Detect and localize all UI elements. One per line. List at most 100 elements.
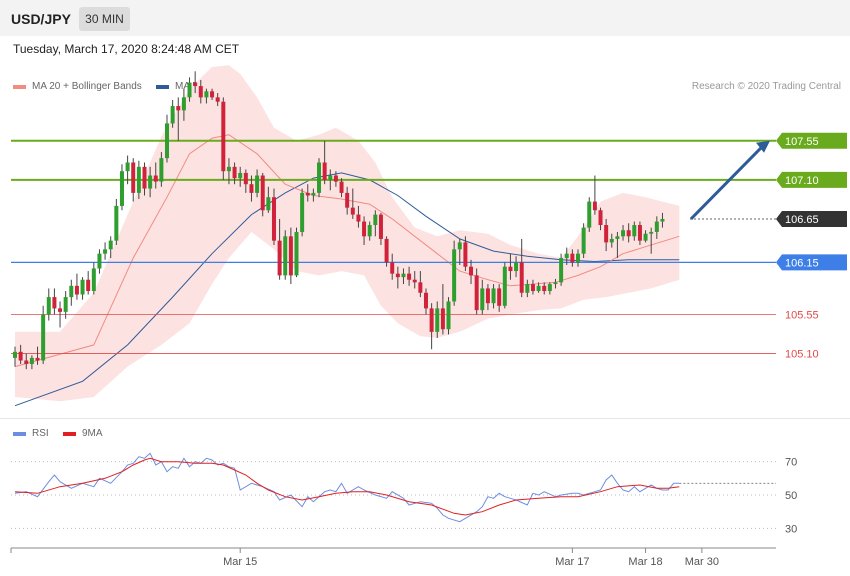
candle-body <box>294 231 299 276</box>
candle-body <box>148 175 153 189</box>
candle-body <box>418 282 423 293</box>
level-tag-resistance <box>776 132 847 149</box>
candle-body <box>317 162 322 193</box>
candle-body <box>165 123 170 159</box>
candle-body <box>457 242 462 250</box>
candle-body <box>502 266 507 306</box>
candle-body <box>384 238 389 263</box>
bollinger-band <box>15 65 680 402</box>
candle-body <box>604 225 609 243</box>
research-credit: Research © 2020 Trading Central <box>691 81 841 92</box>
symbol-title: USD/JPY <box>11 11 71 27</box>
x-tick-label: Mar 17 <box>555 556 589 568</box>
candle-body <box>345 192 350 208</box>
legend-9ma: 9MA <box>63 428 103 439</box>
level-label-current: 106.65 <box>785 214 819 226</box>
candle-body <box>52 297 57 309</box>
candle-body <box>238 172 243 179</box>
candle-body <box>41 314 46 361</box>
candle-body <box>463 242 468 267</box>
candle-body <box>283 236 288 276</box>
legend-swatch-rsi <box>13 431 26 436</box>
candle-body <box>142 166 147 189</box>
candle-body <box>581 227 586 254</box>
candle-body <box>288 236 293 276</box>
candle-body <box>570 253 575 263</box>
candle-body <box>232 166 237 179</box>
candle-body <box>491 288 496 304</box>
candle-body <box>86 279 91 292</box>
level-label-pivot: 106.15 <box>785 257 819 269</box>
candle-body <box>480 288 485 311</box>
level-tag-current <box>776 210 847 227</box>
candle-body <box>435 308 440 332</box>
candle-body <box>277 240 282 276</box>
candle-body <box>91 268 96 292</box>
candle-body <box>643 233 648 241</box>
timeframe-button[interactable]: 30 MIN <box>79 7 130 31</box>
candle-body <box>350 207 355 215</box>
candle-body <box>423 292 428 309</box>
candle-body <box>649 231 654 234</box>
chart-datetime: Tuesday, March 17, 2020 8:24:48 AM CET <box>13 42 240 56</box>
candle-body <box>333 175 338 182</box>
rsi-tick-label: 50 <box>785 490 797 502</box>
candle-body <box>530 284 535 292</box>
level-tag-pivot <box>776 254 847 271</box>
level-label-resistance: 107.55 <box>785 136 819 148</box>
candle-body <box>525 284 530 293</box>
candle-body <box>153 175 158 182</box>
candle-body <box>35 357 40 361</box>
candle-body <box>221 101 226 172</box>
candle-body <box>621 230 626 237</box>
candle-body <box>266 197 271 211</box>
candle-body <box>187 82 192 98</box>
candle-body <box>97 253 102 269</box>
candle-body <box>660 218 665 222</box>
candle-body <box>74 285 79 295</box>
candle-body <box>108 240 113 250</box>
candle-body <box>24 360 29 364</box>
candle-body <box>131 162 136 193</box>
candle-body <box>103 249 108 254</box>
candle-body <box>305 192 310 196</box>
candle-body <box>592 201 597 211</box>
candle-body <box>46 297 51 315</box>
candle-body <box>519 262 524 293</box>
candle-body <box>378 214 383 239</box>
candle-body <box>29 357 34 364</box>
candle-body <box>407 273 412 280</box>
candle-body <box>373 214 378 226</box>
candle-body <box>469 266 474 276</box>
candle-body <box>58 308 63 312</box>
candle-body <box>215 97 220 102</box>
candle-body <box>564 253 569 259</box>
candle-body <box>63 297 68 312</box>
level-tag-resistance <box>776 171 847 188</box>
chart-header: USD/JPY 30 MIN <box>0 0 850 36</box>
candle-body <box>637 225 642 241</box>
candle-body <box>547 284 552 292</box>
candle-body <box>452 249 457 302</box>
candle-body <box>559 258 564 283</box>
candle-body <box>125 162 130 172</box>
candle-body <box>204 91 209 98</box>
legend-ma20-bollinger: MA 20 + Bollinger Bands <box>13 81 142 92</box>
candle-body <box>446 301 451 330</box>
candle-body <box>626 230 631 237</box>
candle-body <box>542 285 547 292</box>
legend-label-rsi: RSI <box>32 428 49 439</box>
candle-body <box>598 210 603 226</box>
candle-body <box>412 279 417 283</box>
candle-body <box>362 221 367 237</box>
level-label-support: 105.55 <box>785 309 819 321</box>
candle-body <box>255 175 260 193</box>
candle-body <box>615 236 620 239</box>
candle-body <box>514 262 519 272</box>
candle-body <box>401 273 406 278</box>
rsi-tick-label: 70 <box>785 457 797 469</box>
candle-body <box>508 266 513 272</box>
candle-body <box>249 184 254 193</box>
candle-body <box>136 166 141 193</box>
candle-body <box>271 197 276 241</box>
